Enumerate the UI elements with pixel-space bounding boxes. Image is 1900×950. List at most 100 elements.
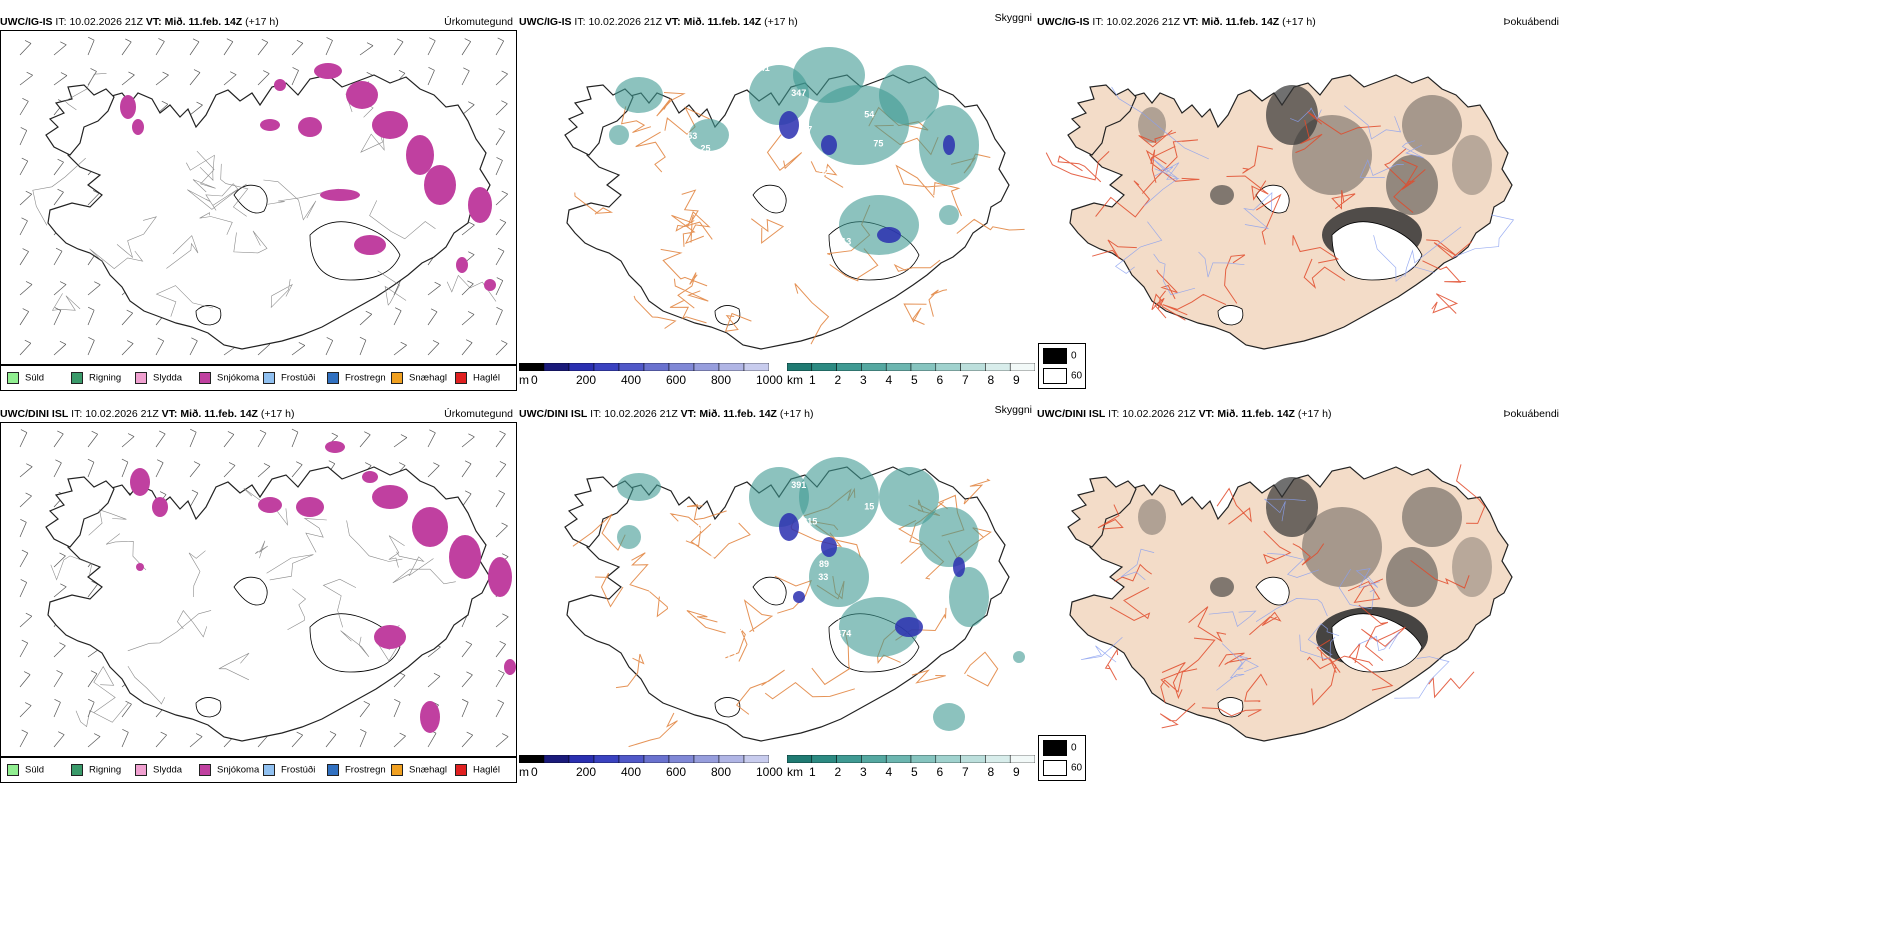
visibility-colorbar [787,363,1035,371]
glacier-outline [233,184,268,214]
legend-label: Frostregn [345,764,386,776]
visibility-label: 269 [733,623,748,633]
cloud-base-tick: 0 [531,765,538,779]
visibility-tick: 3 [860,765,867,779]
legend-swatch [7,764,19,776]
visibility-label: 341 [755,63,770,73]
colorbars: m02004006008001000km12345678910060 [519,343,1086,389]
visibility-label: 53 [711,222,721,232]
precip-legend-item: Rigning [71,764,121,776]
visibility-label: 25 [701,144,711,154]
visibility-label: 41 [699,162,709,172]
panel-title: Skyggni [994,12,1032,24]
precip-legend-item: Snjókoma [199,372,259,384]
precip-type-legend: Súld Rigning Slydda Snjókoma Frostúði Frostre… [0,757,517,783]
legend-label: Slydda [153,372,183,384]
legend-label: Slydda [153,764,183,776]
visibility-tick: 7 [962,765,969,779]
visibility-label: 75 [873,139,883,149]
legend-swatch [135,764,147,776]
legend-swatch [327,372,339,384]
glacier-outline [1217,305,1244,326]
visibility-label: 183 [677,506,692,516]
forecast-row: UWC/IG-IS IT: 10.02.2026 21Z VT: Mið. 11… [0,12,1900,406]
visibility-tick: 8 [987,373,995,387]
visibility-value-labels: 89 269 183 15 50 303 391 474 296 404 33 217 550 66 13 3… [641,480,883,661]
legend-label: Haglél [473,372,500,384]
visibility-tick: 8 [987,765,995,779]
visibility-label: 161 [796,215,811,225]
visibility-tick: 1 [809,373,816,387]
fog-swatch [1043,348,1067,364]
legend-swatch [135,372,147,384]
model-name: UWC/DINI ISL [519,408,588,420]
visibility-tick: 5 [911,373,918,387]
cloud-base-unit: m [519,765,529,779]
fog-index-panel: UWC/DINI ISL IT: 10.02.2026 21Z VT: Mið.… [1037,408,1559,798]
precip-legend-item: Frostregn [327,372,386,384]
vt-value: Mið. 11.feb. 14Z [699,408,777,420]
visibility-label: 3 [641,589,646,599]
fog-legend-item: 0 [1043,740,1077,756]
visibility-tick: 6 [936,373,944,387]
glacier-outline [1255,576,1290,606]
visibility-panel: UWC/DINI ISL IT: 10.02.2026 21Z VT: Mið.… [519,404,1086,798]
visibility-areas [617,457,1025,731]
fog-legend-item: 60 [1043,368,1082,384]
panel-header: UWC/IG-IS IT: 10.02.2026 21Z VT: Mið. 11… [0,16,279,29]
legend-label: Snjókoma [217,372,260,384]
legend-label: Frostúði [281,764,316,776]
visibility-label: 368 [721,259,736,269]
precip-legend-item: Haglél [455,764,500,776]
precip-type-panel: UWC/DINI ISL IT: 10.02.2026 21Z VT: Mið.… [0,408,517,798]
visibility-label: 89 [819,559,829,569]
precip-legend-item: Súld [7,372,44,384]
precip-legend-item: Haglél [455,372,500,384]
visibility-label: 54 [864,110,874,120]
road-network [1080,498,1450,699]
glacier-outline [1331,221,1423,281]
panel-header: UWC/DINI ISL IT: 10.02.2026 21Z VT: Mið.… [1037,408,1331,421]
cloud-base-tick: 600 [666,373,687,387]
legend-label: Rigning [89,372,122,384]
lead-time: (+17 h) [260,408,295,420]
lead-time: (+17 h) [1282,16,1316,28]
precip-legend-item: Slydda [135,372,182,384]
visibility-label: 5 [677,114,682,124]
model-name: UWC/IG-IS [519,16,572,28]
cloud-base-tick: 600 [666,765,687,779]
cloud-base-tick: 800 [711,373,732,387]
precip-type-legend: Súld Rigning Slydda Snjókoma Frostúði Frostre… [0,365,517,391]
visibility-label: 337 [701,536,716,546]
glacier-outline [1217,697,1244,718]
visibility-label: 347 [791,88,806,98]
legend-swatch [327,764,339,776]
fog-index-legend: 0 60 [1038,343,1086,389]
model-name: UWC/IG-IS [0,16,53,28]
forecast-row: UWC/DINI ISL IT: 10.02.2026 21Z VT: Mið.… [0,404,1900,798]
glacier-outline [195,697,222,718]
legend-swatch [199,372,211,384]
glacier-outline [1331,613,1423,673]
visibility-label: 217 [721,651,736,661]
it-label: IT: [1108,408,1120,420]
panel-title: Þokuábendi [1503,16,1559,28]
cloud-base-unit: m [519,373,529,387]
visibility-label: 13 [774,645,784,655]
visibility-tick: 7 [962,373,969,387]
legend-swatch [391,764,403,776]
cloud-base-tick: 200 [576,765,597,779]
fog-index-legend: 0 60 [1038,735,1086,781]
precip-legend-item: Snæhagl [391,764,447,776]
model-name: UWC/DINI ISL [1037,408,1106,420]
legend-swatch [263,372,275,384]
legend-label: Súld [25,372,45,384]
vt-value: Mið. 11.feb. 14Z [180,408,258,420]
visibility-label: 66 [873,531,883,541]
it-value: 10.02.2026 21Z [604,408,678,420]
visibility-label: 53 [687,131,697,141]
visibility-label: 713 [836,237,851,247]
lead-time: (+17 h) [779,408,814,420]
it-label: IT: [574,16,586,28]
visibility-label: 269 [774,253,789,263]
